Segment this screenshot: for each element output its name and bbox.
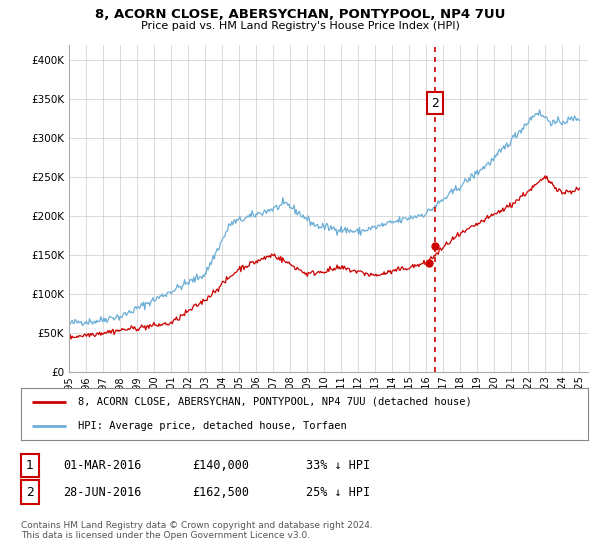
Text: 33% ↓ HPI: 33% ↓ HPI [306,459,370,472]
Text: £162,500: £162,500 [192,486,249,499]
Text: 2: 2 [26,486,34,499]
Text: 1: 1 [26,459,34,472]
Text: 8, ACORN CLOSE, ABERSYCHAN, PONTYPOOL, NP4 7UU (detached house): 8, ACORN CLOSE, ABERSYCHAN, PONTYPOOL, N… [78,397,472,407]
Text: £140,000: £140,000 [192,459,249,472]
Text: 2: 2 [431,97,439,110]
Text: HPI: Average price, detached house, Torfaen: HPI: Average price, detached house, Torf… [78,421,346,431]
Text: This data is licensed under the Open Government Licence v3.0.: This data is licensed under the Open Gov… [21,531,310,540]
Text: 28-JUN-2016: 28-JUN-2016 [63,486,142,499]
Text: 01-MAR-2016: 01-MAR-2016 [63,459,142,472]
Text: Price paid vs. HM Land Registry's House Price Index (HPI): Price paid vs. HM Land Registry's House … [140,21,460,31]
Text: 25% ↓ HPI: 25% ↓ HPI [306,486,370,499]
Text: 8, ACORN CLOSE, ABERSYCHAN, PONTYPOOL, NP4 7UU: 8, ACORN CLOSE, ABERSYCHAN, PONTYPOOL, N… [95,8,505,21]
Text: Contains HM Land Registry data © Crown copyright and database right 2024.: Contains HM Land Registry data © Crown c… [21,521,373,530]
